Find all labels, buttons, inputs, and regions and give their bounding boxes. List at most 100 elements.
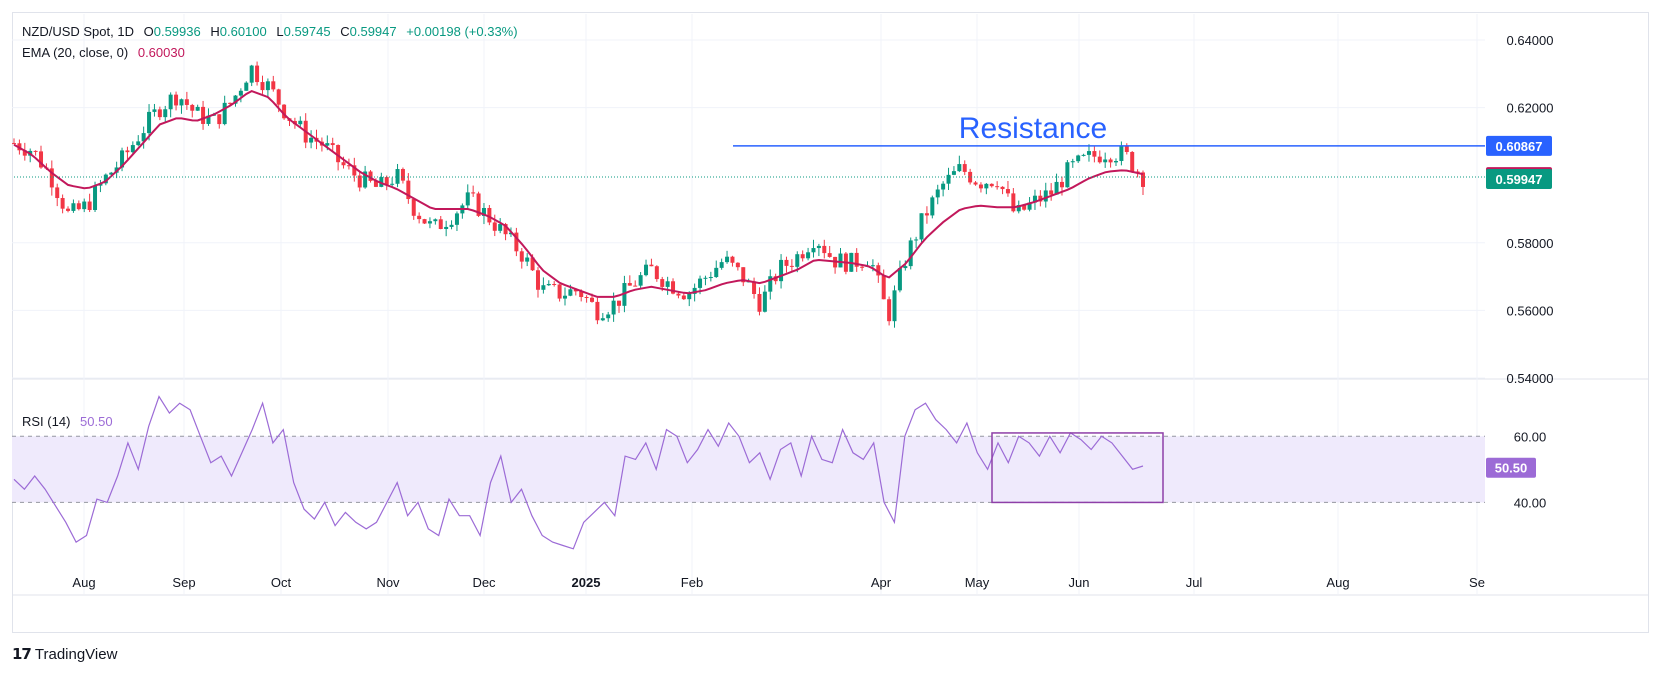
price-tick-label: 0.56000 xyxy=(1507,303,1554,318)
candle-body xyxy=(590,297,595,302)
resistance-price-tag: 0.60867 xyxy=(1496,139,1543,154)
candle-body xyxy=(1086,151,1091,155)
candle-body xyxy=(806,252,811,259)
candle-body xyxy=(908,240,913,267)
change-value: +0.00198 (+0.33%) xyxy=(406,24,518,39)
candle-body xyxy=(417,215,422,220)
candle-body xyxy=(1022,205,1027,210)
candle-body xyxy=(395,169,400,184)
candle-body xyxy=(573,289,578,292)
candle-body xyxy=(1141,172,1145,187)
candle-body xyxy=(168,94,173,110)
time-tick-label: Jun xyxy=(1069,575,1090,590)
candle-body xyxy=(109,172,114,175)
candle-body xyxy=(1081,154,1086,156)
candle-body xyxy=(363,171,368,188)
candle-body xyxy=(838,253,843,268)
close-value: C0.59947 xyxy=(340,24,397,39)
time-tick-label: Dec xyxy=(472,575,496,590)
rsi-line xyxy=(13,395,1144,550)
candle-body xyxy=(222,102,227,125)
candle-body xyxy=(336,145,341,163)
candle-body xyxy=(768,276,773,292)
candle-body xyxy=(665,281,670,287)
candle-body xyxy=(552,283,557,285)
candle-body xyxy=(152,109,157,112)
candle-body xyxy=(930,197,935,216)
candle-body xyxy=(914,239,919,241)
candle-body xyxy=(265,81,270,91)
candle-body xyxy=(157,109,162,118)
last-price-tag: 0.59947 xyxy=(1496,172,1543,187)
candle-body xyxy=(309,137,314,143)
candle-body xyxy=(244,82,249,91)
candle-body xyxy=(87,201,92,211)
candle-body xyxy=(870,265,875,267)
candle-body xyxy=(779,259,784,282)
candle-body xyxy=(66,208,71,211)
branding-name: TradingView xyxy=(34,645,118,663)
candle-body xyxy=(174,94,179,106)
candle-body xyxy=(1054,181,1059,195)
rsi-legend: RSI (14) 50.50 xyxy=(22,414,119,429)
candle-body xyxy=(390,183,395,185)
candle-body xyxy=(368,171,373,181)
candle-body xyxy=(49,168,54,188)
candle-body xyxy=(406,180,411,200)
candle-body xyxy=(12,143,16,145)
candle-body xyxy=(730,256,735,263)
candle-body xyxy=(822,245,827,254)
candle-body xyxy=(935,189,940,198)
candle-body xyxy=(741,267,746,283)
candle-body xyxy=(811,248,816,253)
candle-body xyxy=(444,226,449,230)
candle-body xyxy=(454,213,459,225)
candle-body xyxy=(147,111,152,134)
candle-body xyxy=(757,293,762,312)
ema-legend: EMA (20, close, 0) 0.60030 xyxy=(22,45,191,60)
candle-body xyxy=(325,143,330,146)
rsi-value-tag-bg xyxy=(1486,457,1536,478)
candle-body xyxy=(1103,159,1108,163)
candle-body xyxy=(995,186,1000,188)
time-tick-label: Apr xyxy=(871,575,892,590)
candle-body xyxy=(1000,186,1005,190)
candle-body xyxy=(136,141,141,146)
candle-body xyxy=(973,182,978,185)
candle-body xyxy=(184,99,189,105)
candle-body xyxy=(562,295,567,299)
time-tick-label: May xyxy=(965,575,990,590)
candle-body xyxy=(595,301,600,321)
time-tick-label: Jul xyxy=(1186,575,1203,590)
price-tick-label: 0.62000 xyxy=(1507,101,1554,116)
candle-body xyxy=(179,99,184,106)
chart-frame xyxy=(12,12,1649,633)
candle-body xyxy=(978,184,983,189)
candle-body xyxy=(141,133,146,142)
ohlc-legend: NZD/USD Spot, 1D O0.59936 H0.60100 L0.59… xyxy=(22,24,524,39)
tradingview-branding[interactable]: 𝟭𝟳 TradingView xyxy=(12,645,118,664)
candle-body xyxy=(1049,190,1054,195)
candle-body xyxy=(1076,155,1081,162)
candles-group xyxy=(12,61,1145,328)
candle-body xyxy=(1097,156,1102,163)
candle-body xyxy=(784,259,789,266)
candle-body xyxy=(1038,195,1043,202)
candle-body xyxy=(476,193,481,216)
rsi-tick-label: 60.00 xyxy=(1514,429,1547,444)
candle-body xyxy=(384,177,389,185)
candle-body xyxy=(503,224,508,235)
candle-body xyxy=(60,198,65,209)
candle-body xyxy=(703,277,708,279)
candle-body xyxy=(93,185,98,211)
candle-body xyxy=(752,281,757,294)
candle-body xyxy=(1059,181,1064,188)
rsi-tick-label: 40.00 xyxy=(1514,495,1547,510)
candle-body xyxy=(1124,146,1129,152)
candle-body xyxy=(1113,160,1118,163)
candle-body xyxy=(373,180,378,187)
candle-body xyxy=(498,224,503,231)
candle-body xyxy=(714,267,719,278)
rsi-value: 50.50 xyxy=(80,414,113,429)
